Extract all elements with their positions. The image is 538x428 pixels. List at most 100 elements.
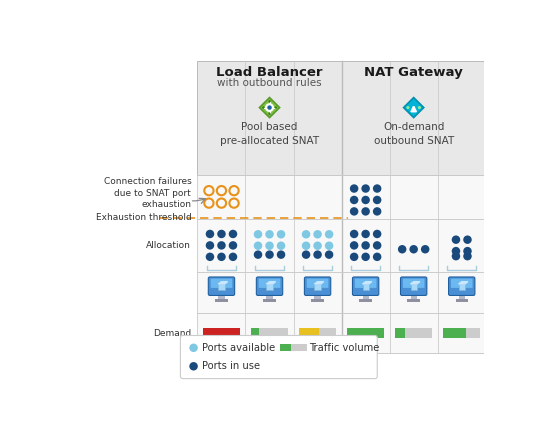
Bar — [197, 61, 342, 175]
Circle shape — [350, 196, 358, 204]
Polygon shape — [259, 98, 280, 118]
Bar — [299, 328, 320, 338]
Polygon shape — [410, 282, 420, 284]
Circle shape — [206, 230, 214, 238]
Bar — [197, 313, 486, 353]
Text: Pool based
pre-allocated SNAT: Pool based pre-allocated SNAT — [220, 122, 319, 146]
Circle shape — [350, 184, 358, 193]
Circle shape — [463, 247, 472, 256]
Bar — [215, 299, 228, 302]
Circle shape — [362, 230, 370, 238]
Bar — [251, 328, 288, 338]
Bar — [197, 219, 486, 272]
Text: Allocation: Allocation — [146, 241, 191, 250]
Circle shape — [254, 241, 263, 250]
Circle shape — [373, 184, 381, 193]
Circle shape — [217, 253, 226, 261]
FancyBboxPatch shape — [451, 279, 472, 288]
Circle shape — [373, 253, 381, 261]
Bar — [197, 175, 486, 219]
Circle shape — [313, 250, 322, 259]
Circle shape — [373, 196, 381, 204]
Circle shape — [421, 245, 429, 253]
Circle shape — [325, 241, 334, 250]
Text: with outbound rules: with outbound rules — [217, 78, 322, 88]
Circle shape — [277, 250, 285, 259]
Circle shape — [406, 106, 409, 109]
Circle shape — [362, 184, 370, 193]
Circle shape — [350, 230, 358, 238]
Bar — [315, 284, 321, 290]
Circle shape — [373, 230, 381, 238]
Circle shape — [254, 250, 263, 259]
Circle shape — [217, 230, 226, 238]
Text: Exhaustion threshold: Exhaustion threshold — [96, 213, 191, 222]
Circle shape — [268, 100, 271, 102]
Circle shape — [313, 230, 322, 238]
Circle shape — [463, 235, 472, 244]
Bar — [458, 295, 465, 299]
Bar — [410, 284, 417, 290]
Circle shape — [418, 106, 421, 109]
Bar — [359, 299, 372, 302]
Bar — [347, 328, 384, 338]
Circle shape — [262, 107, 264, 109]
Circle shape — [452, 235, 460, 244]
Circle shape — [302, 241, 310, 250]
Circle shape — [362, 207, 370, 216]
Circle shape — [350, 207, 358, 216]
Bar — [266, 284, 273, 290]
Bar — [203, 328, 240, 338]
Text: Traffic volume: Traffic volume — [309, 343, 379, 353]
Circle shape — [362, 196, 370, 204]
FancyBboxPatch shape — [210, 279, 232, 288]
FancyBboxPatch shape — [352, 277, 379, 295]
Circle shape — [217, 241, 226, 250]
Circle shape — [265, 241, 274, 250]
Circle shape — [189, 362, 198, 371]
Circle shape — [275, 107, 277, 109]
Circle shape — [277, 230, 285, 238]
Circle shape — [325, 230, 334, 238]
Bar — [312, 299, 324, 302]
Circle shape — [362, 241, 370, 250]
FancyBboxPatch shape — [180, 336, 377, 379]
FancyBboxPatch shape — [256, 277, 282, 295]
Circle shape — [350, 241, 358, 250]
Circle shape — [463, 252, 472, 260]
Bar — [443, 328, 466, 338]
Bar — [315, 295, 321, 299]
FancyBboxPatch shape — [305, 277, 331, 295]
Bar — [263, 299, 275, 302]
Circle shape — [229, 241, 237, 250]
FancyBboxPatch shape — [259, 279, 280, 288]
FancyBboxPatch shape — [449, 277, 475, 295]
Circle shape — [325, 250, 334, 259]
Bar — [218, 284, 224, 290]
Bar — [197, 61, 486, 353]
Bar — [363, 284, 369, 290]
Bar — [443, 328, 480, 338]
FancyBboxPatch shape — [355, 279, 377, 288]
Circle shape — [452, 247, 460, 256]
Bar — [407, 299, 420, 302]
Bar — [395, 328, 432, 338]
Polygon shape — [404, 98, 424, 118]
Polygon shape — [458, 282, 468, 284]
Circle shape — [189, 344, 198, 352]
Bar — [218, 295, 224, 299]
Text: Ports in use: Ports in use — [202, 361, 260, 372]
Bar — [395, 328, 406, 338]
Text: Load Balancer: Load Balancer — [216, 66, 323, 80]
FancyBboxPatch shape — [403, 279, 424, 288]
Circle shape — [265, 250, 274, 259]
Circle shape — [268, 113, 271, 115]
Bar — [342, 61, 486, 175]
Circle shape — [302, 250, 310, 259]
Circle shape — [373, 207, 381, 216]
Circle shape — [398, 245, 406, 253]
Text: On-demand
outbound SNAT: On-demand outbound SNAT — [373, 122, 454, 146]
Polygon shape — [363, 282, 372, 284]
Text: Connection failures
due to SNAT port
exhaustion: Connection failures due to SNAT port exh… — [103, 177, 191, 209]
Text: Demand: Demand — [153, 329, 191, 338]
